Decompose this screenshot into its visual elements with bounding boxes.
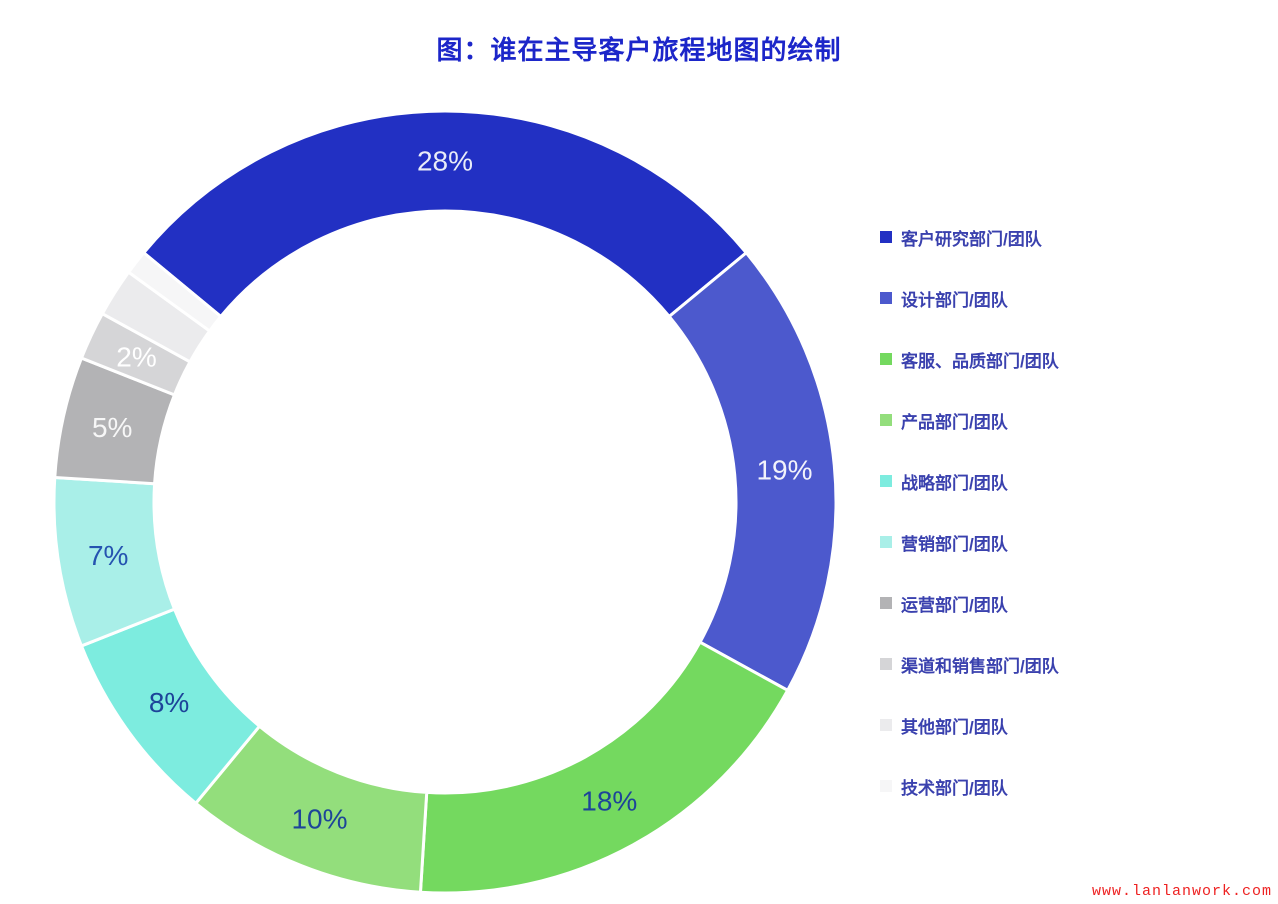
pie-slice	[418, 640, 790, 895]
legend-label: 设计部门/团队	[901, 290, 1008, 310]
slice-percent-label: 2%	[116, 341, 156, 372]
legend-swatch	[880, 719, 892, 731]
slice-percent-label: 5%	[92, 412, 132, 443]
legend-swatch	[880, 658, 892, 670]
legend-label: 产品部门/团队	[901, 412, 1008, 432]
chart-legend: 客户研究部门/团队 设计部门/团队 客服、品质部门/团队 产品部门/团队 战略部…	[880, 226, 1059, 798]
pie-slice	[141, 109, 749, 319]
slice-percent-label: 8%	[149, 687, 189, 718]
legend-swatch	[880, 780, 892, 792]
slice-percent-label: 7%	[88, 540, 128, 571]
legend-swatch	[880, 536, 892, 548]
legend-swatch	[880, 292, 892, 304]
legend-item-operations: 运营部门/团队	[880, 592, 1059, 615]
legend-item-other: 其他部门/团队	[880, 714, 1059, 737]
legend-label: 营销部门/团队	[901, 534, 1008, 554]
legend-label: 渠道和销售部门/团队	[901, 656, 1059, 676]
slice-percent-label: 10%	[291, 804, 347, 835]
page-title: 图：谁在主导客户旅程地图的绘制	[436, 35, 842, 65]
legend-swatch	[880, 597, 892, 609]
legend-label: 其他部门/团队	[901, 717, 1008, 737]
legend-item-technology: 技术部门/团队	[880, 775, 1059, 798]
slice-percent-label: 18%	[581, 785, 637, 816]
legend-label: 客户研究部门/团队	[901, 229, 1042, 249]
watermark-url: www.lanlanwork.com	[1091, 883, 1272, 900]
legend-item-design: 设计部门/团队	[880, 287, 1059, 310]
slice-percent-label: 19%	[756, 454, 812, 485]
legend-swatch	[880, 353, 892, 365]
legend-item-strategy: 战略部门/团队	[880, 470, 1059, 493]
legend-label: 运营部门/团队	[901, 595, 1008, 615]
legend-swatch	[880, 475, 892, 487]
legend-label: 技术部门/团队	[901, 778, 1008, 798]
legend-item-channel-sales: 渠道和销售部门/团队	[880, 653, 1059, 676]
legend-item-service-quality: 客服、品质部门/团队	[880, 348, 1059, 371]
legend-item-customer-research: 客户研究部门/团队	[880, 226, 1059, 249]
legend-item-product: 产品部门/团队	[880, 409, 1059, 432]
legend-swatch	[880, 414, 892, 426]
legend-label: 客服、品质部门/团队	[901, 351, 1059, 371]
legend-item-marketing: 营销部门/团队	[880, 531, 1059, 554]
legend-swatch	[880, 231, 892, 243]
slice-percent-label: 28%	[417, 146, 473, 177]
pie-slice	[126, 250, 223, 334]
legend-label: 战略部门/团队	[901, 473, 1008, 493]
